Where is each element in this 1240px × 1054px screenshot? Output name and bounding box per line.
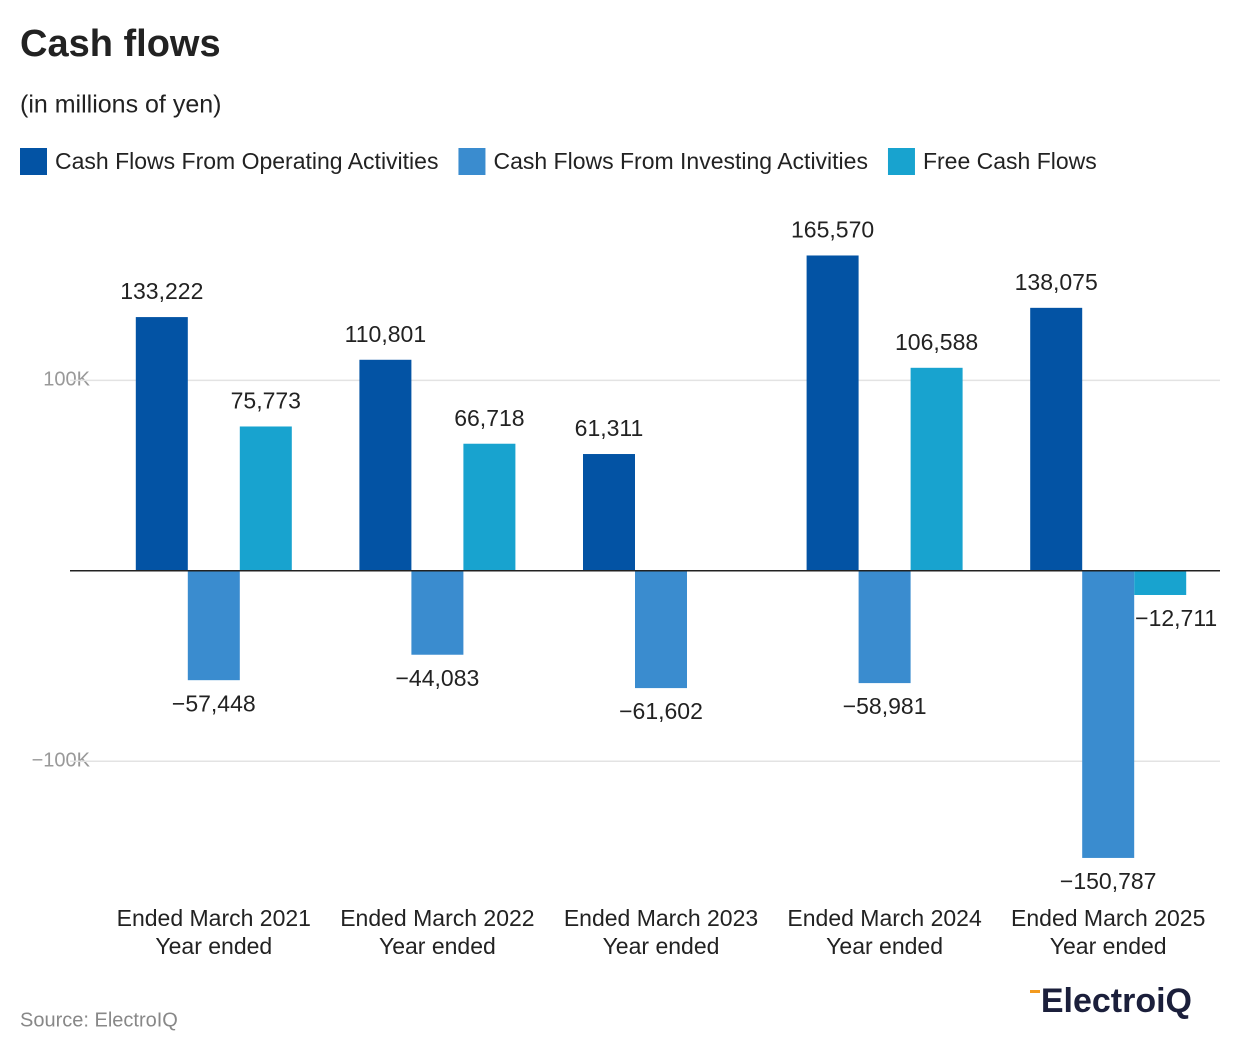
x-tick-label: Year ended (603, 933, 720, 959)
value-label: −61,602 (619, 698, 703, 724)
legend-swatch (20, 148, 47, 175)
bar (910, 367, 963, 571)
bar (583, 454, 635, 571)
x-tick-label: Ended March 2024 (787, 905, 982, 931)
y-tick-label: 100K (43, 369, 90, 391)
logo: ElectroiQ (1041, 982, 1192, 1020)
value-label: 61,311 (575, 415, 644, 441)
bar (1030, 307, 1083, 571)
value-label: −44,083 (396, 665, 480, 691)
x-tick-label: Year ended (1050, 933, 1167, 959)
x-tick-label: Year ended (826, 933, 943, 959)
bar (135, 317, 188, 571)
x-tick-label: Ended March 2021 (117, 905, 311, 931)
bar (463, 443, 516, 571)
x-tick-label: Year ended (155, 933, 272, 959)
legend-swatch (887, 148, 915, 175)
y-tick-label: −100K (32, 749, 91, 771)
x-tick-label: Ended March 2025 (1011, 905, 1205, 931)
bar (239, 426, 292, 571)
bar (806, 255, 859, 571)
x-tick-label: Ended March 2023 (564, 905, 758, 931)
bar (858, 570, 911, 684)
value-label: 106,588 (895, 329, 978, 355)
value-label: −57,448 (172, 690, 256, 716)
bar (1082, 570, 1135, 858)
value-label: 110,801 (345, 321, 426, 347)
bar (635, 570, 687, 689)
value-label: 138,075 (1015, 269, 1098, 295)
legend-label: Cash Flows From Investing Activities (493, 148, 868, 174)
chart-title: Cash flows (20, 23, 221, 65)
value-label: 66,718 (454, 405, 524, 431)
legend-swatch (458, 148, 486, 175)
legend-label: Cash Flows From Operating Activities (55, 148, 438, 174)
bar (359, 359, 412, 571)
value-label: −12,711 (1135, 605, 1217, 631)
value-label: −150,787 (1060, 868, 1157, 894)
x-tick-label: Year ended (379, 933, 496, 959)
value-label: −58,981 (843, 693, 927, 719)
x-tick-label: Ended March 2022 (340, 905, 534, 931)
chart-subtitle: (in millions of yen) (20, 91, 221, 119)
bar (187, 570, 240, 681)
bar (1134, 570, 1187, 595)
logo-accent (1030, 990, 1040, 993)
value-label: 75,773 (231, 388, 301, 414)
value-label: 165,570 (791, 217, 874, 243)
source: Source: ElectroIQ (20, 1009, 178, 1031)
legend-label: Free Cash Flows (923, 148, 1097, 174)
bar (411, 570, 464, 655)
value-label: 133,222 (120, 278, 203, 304)
